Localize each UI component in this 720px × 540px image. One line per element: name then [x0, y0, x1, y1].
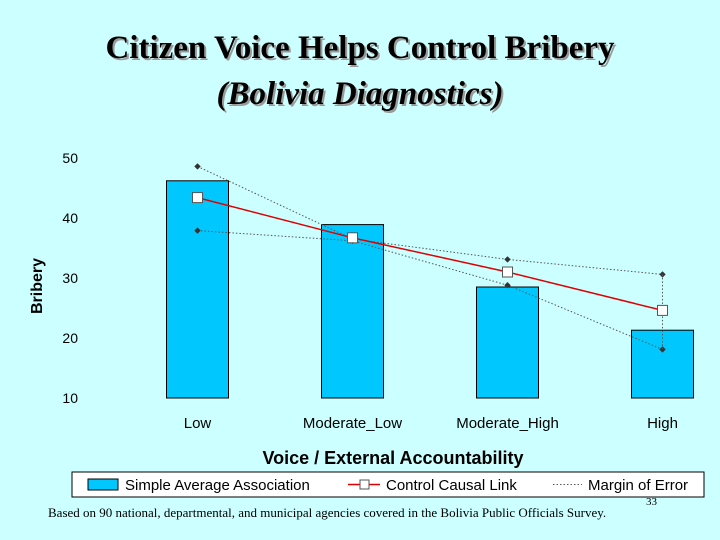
control-causal-point: [502, 266, 513, 278]
x-tick-label: Moderate_Low: [303, 415, 402, 432]
bar: [321, 224, 384, 399]
y-axis: 10 20 30 40 50: [62, 150, 78, 406]
slide-number: 33: [646, 496, 657, 508]
bar: [166, 180, 229, 399]
y-tick-label: 20: [62, 330, 78, 346]
margin-of-error-point: [659, 346, 666, 353]
margin-of-error-point: [194, 227, 201, 234]
legend-label-simple-average: Simple Average Association: [125, 477, 310, 494]
control-causal-point: [192, 192, 203, 204]
y-tick-label: 10: [62, 390, 78, 406]
legend-bar-swatch: [87, 478, 119, 491]
margin-of-error-point: [504, 282, 511, 289]
x-axis: Low Moderate_Low Moderate_High High: [184, 415, 678, 432]
x-tick-label: Moderate_High: [456, 415, 559, 432]
legend-marker-control: [359, 479, 370, 490]
y-axis-label: Bribery: [29, 258, 46, 314]
chart-title: Citizen Voice Helps Control Bribery: [105, 30, 615, 66]
bar: [476, 286, 539, 399]
y-tick-label: 40: [62, 210, 78, 226]
margin-of-error-point: [504, 256, 511, 263]
x-tick-label: High: [647, 415, 678, 432]
control-causal-point: [657, 304, 668, 316]
x-tick-label: Low: [184, 415, 212, 432]
legend-box: [71, 471, 705, 498]
legend-label-margin-of-error: Margin of Error: [588, 477, 688, 494]
margin-of-error-line: [197, 165, 663, 275]
control-causal-line: [197, 196, 663, 312]
y-tick-label: 50: [62, 150, 78, 166]
legend-label-control-causal: Control Causal Link: [386, 477, 517, 494]
x-axis-label: Voice / External Accountability: [262, 448, 523, 468]
bar: [631, 329, 694, 399]
legend: Simple Average Association Control Causa…: [71, 471, 705, 498]
control-causal-point: [347, 232, 358, 244]
chart-subtitle: (Bolivia Diagnostics): [216, 76, 504, 112]
y-tick-label: 30: [62, 270, 78, 286]
margin-of-error-line: [197, 230, 663, 350]
footnote: Based on 90 national, departmental, and …: [48, 505, 607, 520]
margin-of-error-point: [194, 163, 201, 170]
plot-area: [166, 163, 694, 399]
